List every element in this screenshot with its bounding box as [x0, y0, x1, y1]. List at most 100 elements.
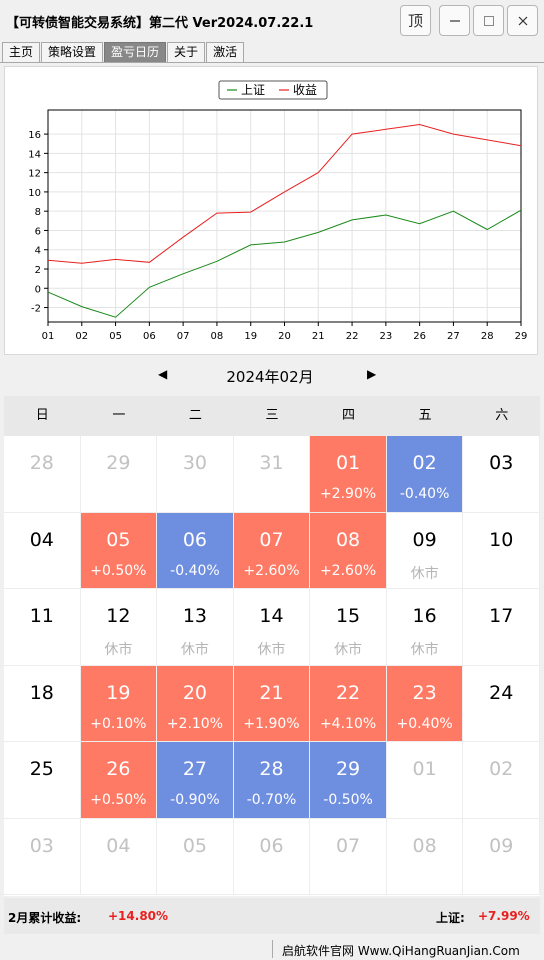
market-closed-label: 休市 [180, 642, 209, 658]
calendar-day[interactable]: 24 [463, 665, 540, 742]
calendar-day[interactable]: 08 [386, 818, 464, 895]
day-number: 23 [412, 681, 437, 704]
market-closed-label: 休市 [410, 565, 439, 582]
calendar-day[interactable]: 05 +0.50% [80, 512, 158, 589]
next-month-icon[interactable]: ▶ [367, 367, 377, 381]
calendar-day[interactable]: 08 +2.60% [310, 512, 387, 589]
daily-return: -0.50% [323, 792, 373, 808]
day-number: 14 [259, 605, 284, 627]
calendar-day[interactable]: 06 -0.40% [157, 512, 234, 589]
day-number: 01 [335, 452, 361, 474]
calendar-day[interactable]: 04 [80, 818, 158, 895]
day-number: 28 [29, 452, 54, 474]
calendar-day[interactable]: 15 休市 [310, 589, 387, 666]
tab-2[interactable]: 盈亏日历 [104, 42, 167, 62]
calendar-day[interactable]: 29 -0.50% [310, 742, 387, 819]
tab-bar: 主页 策略设置 盈亏日历 关于 激活 [2, 42, 245, 62]
day-number: 07 [259, 528, 284, 551]
x-tick-label: 01 [42, 331, 55, 342]
title-bar: 【可转债智能交易系统】第二代 Ver2024.07.22.1 顶 [0, 0, 544, 40]
window-title: 【可转债智能交易系统】第二代 Ver2024.07.22.1 [6, 16, 314, 31]
calendar-day[interactable]: 29 [80, 436, 158, 513]
calendar-day[interactable]: 07 +2.60% [233, 512, 311, 589]
day-number: 24 [489, 681, 514, 704]
daily-return: +2.60% [319, 562, 377, 579]
calendar-day[interactable]: 02 [463, 742, 540, 819]
y-tick-label: 12 [28, 169, 41, 180]
tab-0[interactable]: 主页 [2, 42, 41, 62]
calendar-day[interactable]: 30 [157, 436, 234, 513]
calendar-day[interactable]: 11 [4, 589, 81, 666]
website-link[interactable]: 启航软件官网 Www.QiHangRuanJian.Com [282, 944, 520, 958]
x-tick-label: 28 [481, 331, 494, 342]
chart-legend [218, 80, 328, 100]
day-number: 26 [106, 758, 131, 780]
y-tick-label: 6 [35, 226, 41, 237]
calendar-day[interactable]: 25 [4, 742, 81, 819]
month-navigator: ◀ 2024年02月 ▶ [0, 360, 544, 392]
day-number: 17 [489, 605, 514, 627]
calendar-day[interactable]: 04 [4, 512, 81, 589]
prev-month-icon[interactable]: ◀ [158, 367, 168, 381]
calendar-day[interactable]: 09 休市 [386, 512, 464, 589]
calendar-day[interactable]: 10 [463, 512, 540, 589]
calendar-day[interactable]: 14 休市 [233, 589, 311, 666]
tab-3[interactable]: 关于 [167, 42, 206, 62]
y-tick-label: 2 [35, 265, 41, 276]
day-number: 07 [335, 834, 361, 857]
x-tick-label: 21 [312, 331, 325, 342]
close-button[interactable] [507, 5, 538, 36]
calendar-day[interactable]: 01 [386, 742, 464, 819]
calendar-grid: 28 29 30 31 01 +2.90% 02 -0.40% 03 04 05 +0.50% 06 -0… [4, 436, 540, 895]
calendar-day[interactable]: 16 休市 [386, 589, 464, 666]
calendar-day[interactable]: 27 -0.90% [157, 742, 234, 819]
calendar-day[interactable]: 28 -0.70% [233, 742, 311, 819]
calendar-day[interactable]: 05 [157, 818, 234, 895]
weekday-label: 六 [495, 408, 509, 423]
calendar-day[interactable]: 06 [233, 818, 311, 895]
day-number: 16 [412, 605, 437, 627]
tab-4[interactable]: 激活 [206, 42, 245, 62]
calendar-day[interactable]: 03 [4, 818, 81, 895]
calendar-day[interactable]: 19 +0.10% [80, 665, 158, 742]
calendar-day[interactable]: 21 +1.90% [233, 665, 311, 742]
y-tick-label: 4 [35, 246, 41, 257]
calendar-day[interactable]: 12 休市 [80, 589, 158, 666]
day-number: 29 [335, 758, 361, 780]
calendar-day[interactable]: 03 [463, 436, 540, 513]
tab-1[interactable]: 策略设置 [41, 42, 104, 62]
maximize-button[interactable] [473, 5, 504, 36]
calendar-day[interactable]: 31 [233, 436, 311, 513]
day-number: 10 [489, 528, 514, 551]
calendar-day[interactable]: 02 -0.40% [386, 436, 464, 513]
y-tick-label: -2 [31, 304, 41, 315]
weekday-label: 一 [112, 408, 126, 423]
calendar-day[interactable]: 26 +0.50% [80, 742, 158, 819]
day-number: 11 [29, 605, 54, 627]
calendar-day[interactable]: 18 [4, 665, 81, 742]
day-number: 28 [259, 758, 284, 780]
calendar-day[interactable]: 01 +2.90% [310, 436, 387, 513]
pin-top-button[interactable]: 顶 [400, 5, 431, 36]
calendar-day[interactable]: 13 休市 [157, 589, 234, 666]
legend-label: 上证 [241, 83, 265, 97]
weekday-label: 日 [35, 408, 49, 423]
index-return-label: 上证: [436, 911, 465, 925]
day-number: 09 [412, 528, 437, 551]
calendar-day[interactable]: 09 [463, 818, 540, 895]
summary-bar: 2月累计收益: +14.80% 上证: +7.99% [4, 898, 540, 934]
legend-label: 收益 [293, 83, 317, 97]
x-tick-label: 08 [211, 331, 224, 342]
day-number: 02 [412, 452, 437, 474]
x-tick-label: 26 [413, 331, 426, 342]
minimize-button[interactable] [439, 5, 470, 36]
daily-return: -0.70% [246, 792, 297, 808]
calendar-day[interactable]: 20 +2.10% [157, 665, 234, 742]
calendar-day[interactable]: 28 [4, 436, 81, 513]
calendar-day[interactable]: 17 [463, 589, 540, 666]
calendar-day[interactable]: 07 [310, 818, 387, 895]
daily-return: +0.10% [90, 715, 147, 732]
calendar-day[interactable]: 22 +4.10% [310, 665, 387, 742]
y-tick-label: 0 [35, 284, 41, 295]
calendar-day[interactable]: 23 +0.40% [386, 665, 464, 742]
